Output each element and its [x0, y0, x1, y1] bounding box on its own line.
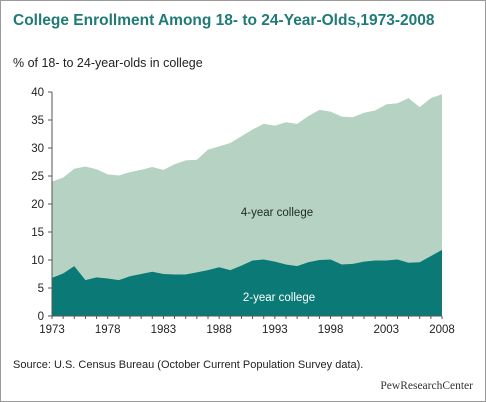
- y-tick-label: 15: [31, 227, 44, 239]
- chart-title: College Enrollment Among 18- to 24-Year-…: [13, 12, 435, 29]
- area-4-year-college: [52, 94, 442, 317]
- x-tick-label: 2008: [429, 324, 455, 336]
- x-tick-label: 2003: [373, 324, 399, 336]
- y-tick-label: 5: [38, 283, 44, 295]
- y-tick-label: 0: [38, 311, 44, 323]
- source-note: Source: U.S. Census Bureau (October Curr…: [13, 359, 364, 371]
- x-tick-label: 1983: [151, 324, 177, 336]
- y-tick-label: 10: [31, 255, 44, 267]
- area-2-year-college: [52, 249, 442, 316]
- series-label-4-year: 4-year college: [241, 207, 313, 219]
- x-tick-label: 1993: [262, 324, 288, 336]
- y-tick-label: 40: [31, 87, 44, 99]
- x-tick-label: 1988: [206, 324, 232, 336]
- chart-subtitle: % of 18- to 24-year-olds in college: [13, 56, 203, 70]
- series-label-2-year: 2-year college: [243, 292, 315, 304]
- x-tick-label: 1978: [95, 324, 121, 336]
- pew-research-logo: PewResearchCenter: [380, 380, 473, 392]
- x-tick-label: 1973: [39, 324, 65, 336]
- y-tick-label: 35: [31, 115, 44, 127]
- x-tick-label: 1998: [318, 324, 344, 336]
- y-tick-label: 25: [31, 171, 44, 183]
- y-tick-label: 30: [31, 143, 44, 155]
- y-tick-label: 20: [31, 199, 44, 211]
